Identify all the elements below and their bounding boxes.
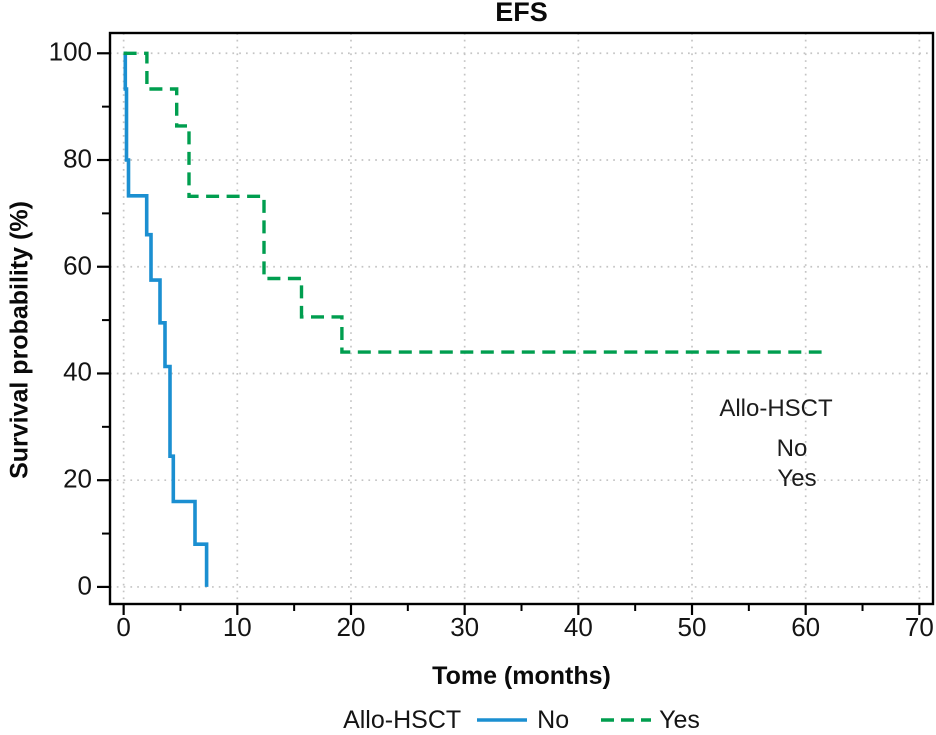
survival-curve-yes [123,51,822,354]
legend-group-label: Allo-HSCT [343,705,462,734]
y-tick-label: 40 [63,356,92,387]
legend: Allo-HSCT No Yes [110,705,933,735]
axis-frame [108,31,935,606]
legend-no-label: No [537,705,570,734]
x-tick-label: 60 [791,612,821,642]
legend-yes-line-sample [601,718,652,722]
x-tick-label: 0 [116,612,131,642]
y-axis-title: Survival probability (%) [5,201,34,479]
y-tick-label: 20 [63,463,92,494]
y-tick-label: 100 [48,36,92,67]
annotation-group-label: Allo-HSCT [719,395,833,422]
annotation-no-label: No [776,435,808,462]
y-tick-label: 80 [63,143,92,174]
chart-title: EFS [495,0,548,27]
legend-no-line-sample [477,718,528,722]
legend-yes-label: Yes [659,705,700,734]
x-tick-label: 50 [677,612,707,642]
x-tick-label: 10 [222,612,252,642]
survival-curve-no [123,51,209,587]
annotation-yes-label: Yes [777,465,817,492]
x-tick-label: 20 [336,612,366,642]
x-tick-label: 70 [904,612,934,642]
x-tick-label: 40 [563,612,593,642]
y-tick-label: 60 [63,249,92,280]
x-axis-title: Tome (months) [432,662,611,690]
y-tick-label: 0 [77,570,92,601]
x-tick-label: 30 [450,612,480,642]
